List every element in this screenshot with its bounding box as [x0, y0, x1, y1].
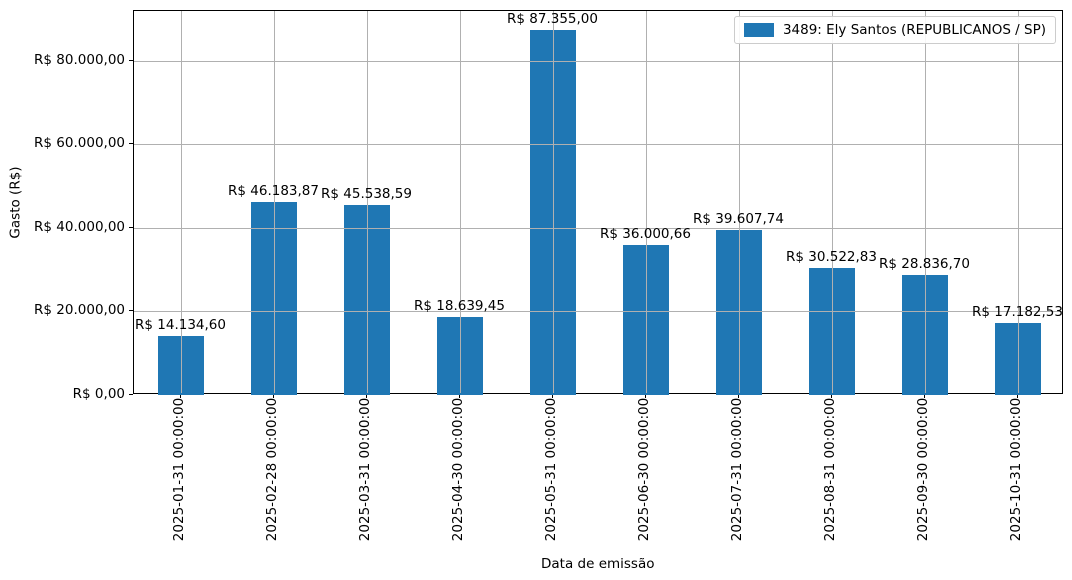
legend: 3489: Ely Santos (REPUBLICANOS / SP)	[733, 16, 1056, 44]
bar-value-label: R$ 39.607,74	[693, 210, 784, 227]
bar-value-label: R$ 45.538,59	[321, 185, 412, 202]
bar-value-label: R$ 17.182,53	[972, 304, 1063, 321]
y-tick-label: R$ 80.000,00	[34, 51, 125, 68]
v-gridline	[552, 11, 554, 393]
x-tick-mark	[551, 394, 553, 398]
x-tick-mark	[644, 394, 646, 398]
v-gridline	[924, 11, 926, 393]
y-tick-label: R$ 60.000,00	[34, 135, 125, 152]
h-gridline	[134, 144, 1062, 146]
v-gridline	[1017, 11, 1019, 393]
grid-layer	[134, 11, 1062, 393]
x-tick-label: 2025-04-30 00:00:00	[450, 397, 467, 542]
x-tick-label: 2025-06-30 00:00:00	[636, 397, 653, 542]
y-tick-mark	[129, 310, 133, 312]
x-tick-mark	[272, 394, 274, 398]
y-tick-mark	[129, 59, 133, 61]
y-tick-label: R$ 0,00	[72, 386, 125, 402]
x-tick-mark	[458, 394, 460, 398]
x-tick-mark	[179, 394, 181, 398]
h-gridline	[134, 60, 1062, 62]
x-tick-label: 2025-01-31 00:00:00	[171, 397, 188, 542]
v-gridline	[738, 11, 740, 393]
y-tick-mark	[129, 143, 133, 145]
x-tick-mark	[1016, 394, 1018, 398]
y-tick-label: R$ 40.000,00	[34, 218, 125, 235]
x-tick-mark	[365, 394, 367, 398]
v-gridline	[366, 11, 368, 393]
legend-label: 3489: Ely Santos (REPUBLICANOS / SP)	[782, 22, 1046, 38]
y-tick-mark	[129, 226, 133, 228]
bar-value-label: R$ 28.836,70	[879, 255, 970, 272]
x-tick-mark	[737, 394, 739, 398]
bar-value-label: R$ 14.134,60	[135, 316, 226, 333]
x-tick-label: 2025-02-28 00:00:00	[264, 397, 281, 542]
x-tick-label: 2025-05-31 00:00:00	[543, 397, 560, 542]
legend-swatch-icon	[743, 23, 774, 37]
x-tick-mark	[830, 394, 832, 398]
bar-value-label: R$ 36.000,66	[600, 225, 691, 242]
bar-value-label: R$ 87.355,00	[507, 11, 598, 28]
y-tick-label: R$ 20.000,00	[34, 302, 125, 319]
bar-value-label: R$ 46.183,87	[228, 183, 319, 200]
y-tick-mark	[129, 394, 133, 395]
v-gridline	[180, 11, 182, 393]
y-axis-title: Gasto (R$)	[7, 165, 24, 239]
h-gridline	[134, 311, 1062, 313]
x-tick-mark	[923, 394, 925, 398]
plot-area: R$ 14.134,60 R$ 46.183,87 R$ 45.538,59 R$ 1…	[133, 10, 1063, 395]
x-tick-label: 2025-03-31 00:00:00	[357, 397, 374, 542]
x-axis-title: Data de emissão	[541, 556, 655, 572]
x-tick-label: 2025-08-31 00:00:00	[822, 397, 839, 542]
h-gridline	[134, 227, 1062, 229]
bar-labels-layer: R$ 14.134,60 R$ 46.183,87 R$ 45.538,59 R$ 1…	[134, 11, 1063, 393]
x-tick-label: 2025-07-31 00:00:00	[729, 397, 746, 542]
v-gridline	[831, 11, 833, 393]
bar-value-label: R$ 30.522,83	[786, 248, 877, 265]
v-gridline	[273, 11, 275, 393]
bar-value-label: R$ 18.639,45	[414, 298, 505, 315]
v-gridline	[645, 11, 647, 393]
v-gridline	[459, 11, 461, 393]
x-tick-label: 2025-10-31 00:00:00	[1008, 397, 1025, 542]
x-tick-label: 2025-09-30 00:00:00	[915, 397, 932, 542]
